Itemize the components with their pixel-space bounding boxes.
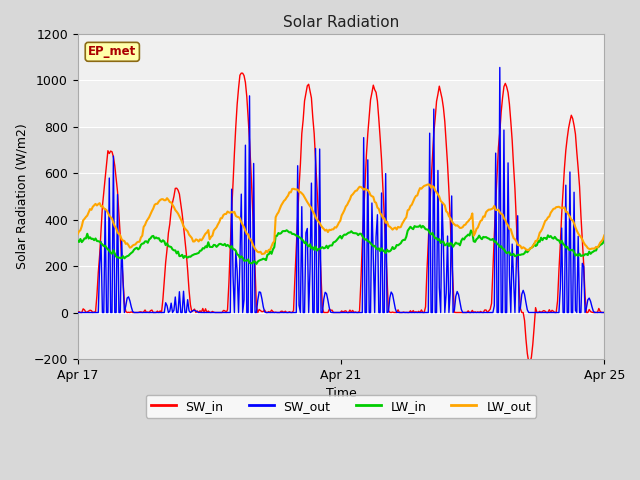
SW_in [346,307,354,313]
SW_out [496,65,504,71]
SW_out [74,310,81,315]
SW_in [237,70,245,76]
SW_in [599,310,607,315]
LW_out [92,201,99,207]
Line: SW_in: SW_in [77,73,604,363]
LW_in [452,240,460,245]
LW_in [108,251,116,257]
LW_out [531,241,538,247]
Bar [77,34,604,127]
LW_out [74,231,81,237]
Line: SW_out: SW_out [77,68,604,312]
SW_in [74,310,81,315]
LW_in [531,241,538,247]
SW_out [92,310,99,315]
SW_out [345,310,353,315]
Y-axis label: Solar Radiation (W/m2): Solar Radiation (W/m2) [15,123,28,269]
SW_in [451,310,458,315]
SW_in [531,324,538,330]
LW_in [74,238,81,243]
LW_in [92,236,99,241]
SW_in [108,149,116,155]
SW_out [449,310,457,315]
LW_out [600,232,608,238]
LW_out [258,251,266,257]
SW_in [600,310,608,315]
LW_out [424,181,432,187]
LW_in [346,229,354,235]
Text: EP_met: EP_met [88,45,136,58]
X-axis label: Time: Time [326,387,356,400]
LW_out [452,223,460,228]
SW_out [529,310,537,315]
SW_out [600,310,608,315]
SW_out [108,310,116,315]
LW_out [108,216,116,222]
LW_out [346,196,354,202]
SW_in [526,360,534,366]
LW_in [600,236,608,242]
LW_in [599,240,607,246]
LW_out [599,237,607,242]
Title: Solar Radiation: Solar Radiation [283,15,399,30]
SW_in [92,309,99,315]
SW_out [598,310,605,315]
Legend: SW_in, SW_out, LW_in, LW_out: SW_in, SW_out, LW_in, LW_out [146,395,536,418]
LW_in [253,261,260,267]
LW_in [416,222,424,228]
Line: LW_in: LW_in [77,225,604,264]
Line: LW_out: LW_out [77,184,604,254]
